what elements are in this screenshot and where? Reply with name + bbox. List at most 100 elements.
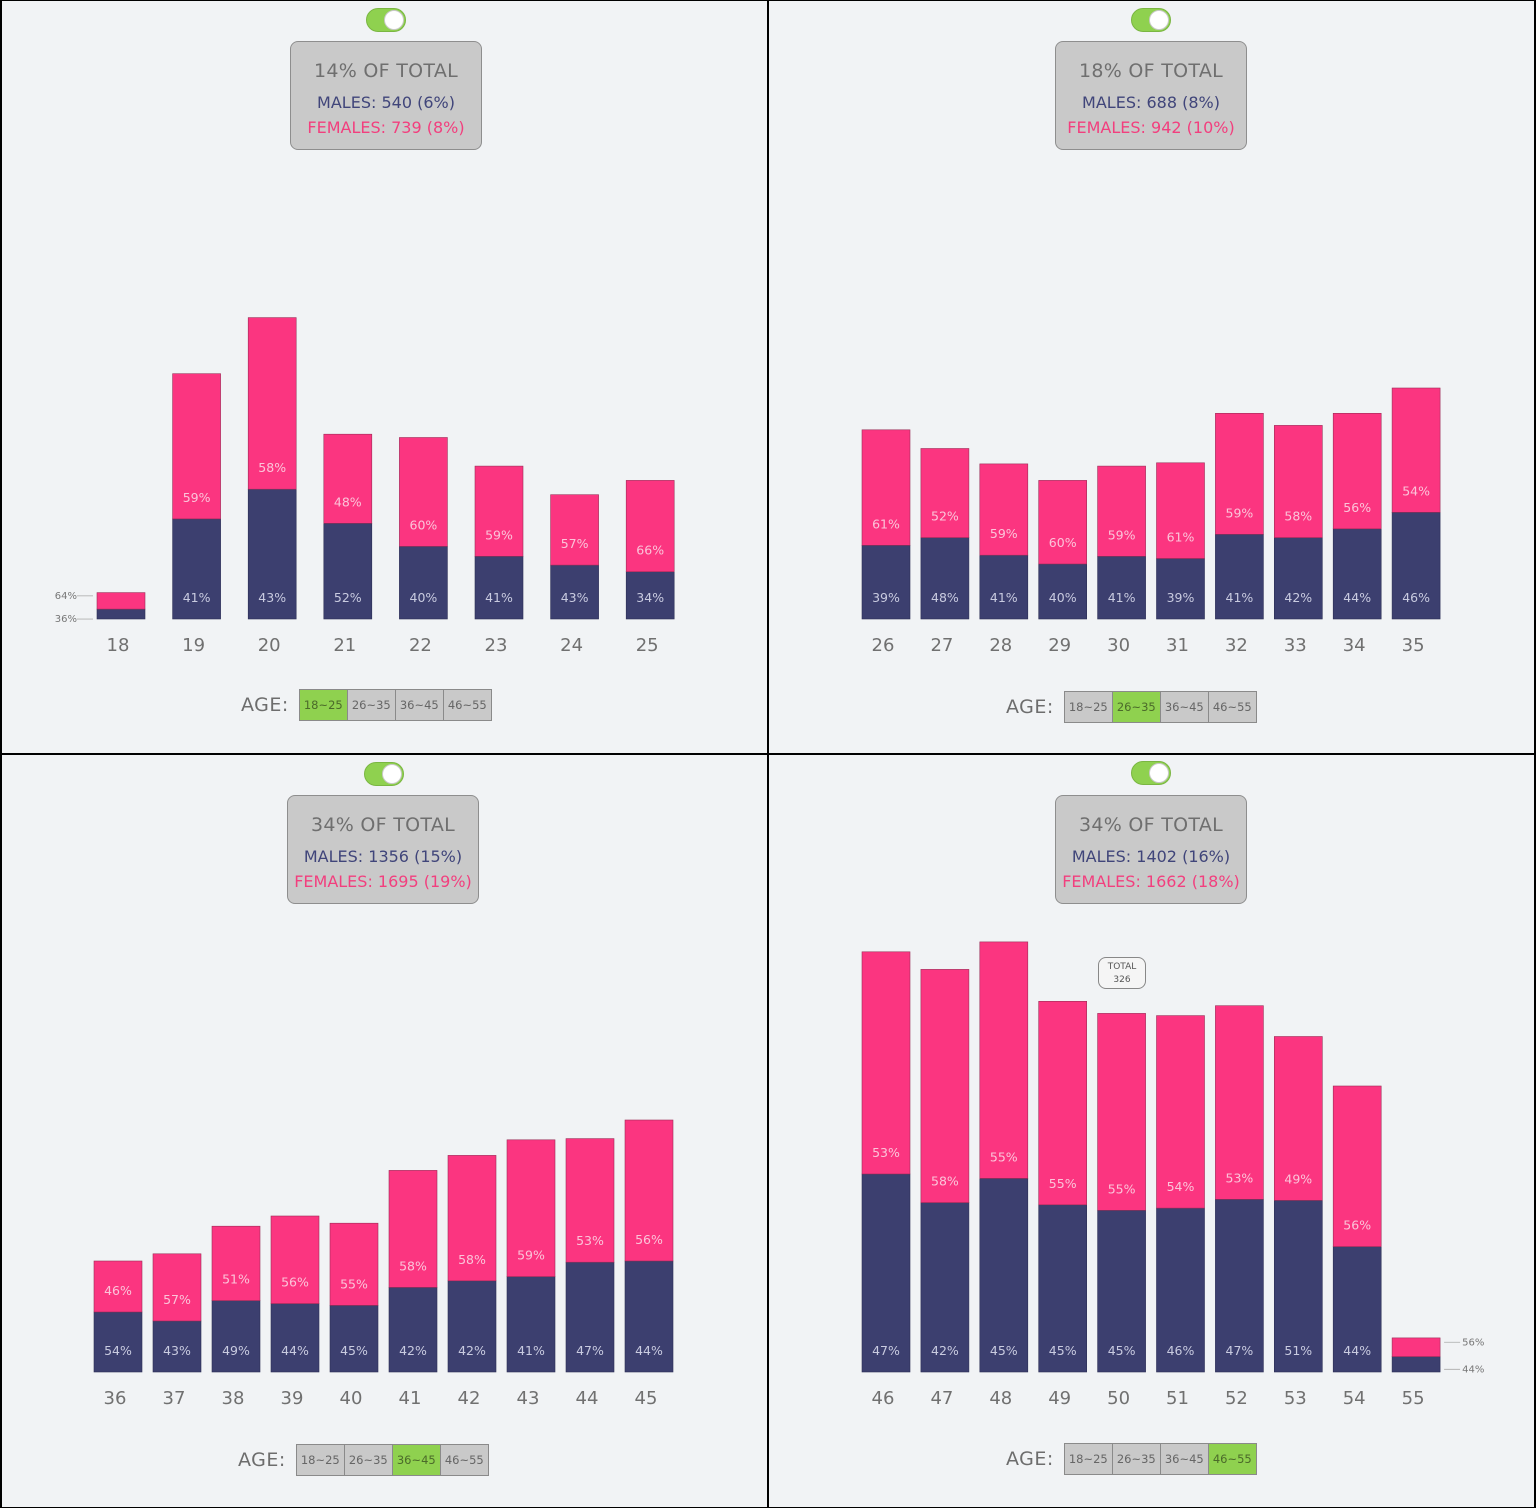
bar-male xyxy=(624,1260,674,1373)
toggle-switch[interactable] xyxy=(1131,8,1171,32)
bar-male xyxy=(152,1320,202,1373)
age-label: AGE: xyxy=(1006,1448,1054,1470)
data-label-female: 58% xyxy=(458,1252,486,1267)
bar-female xyxy=(152,1253,202,1322)
bar-female xyxy=(979,941,1029,1179)
age-option-36-45[interactable]: 36~45 xyxy=(392,1445,441,1475)
bar-female xyxy=(93,1260,143,1313)
data-label-male: 44% xyxy=(1343,590,1371,605)
bar-male xyxy=(1391,511,1441,620)
bar-male xyxy=(861,1173,911,1373)
bar-female xyxy=(565,1138,615,1263)
x-tick-label: 22 xyxy=(409,635,432,656)
age-option-18-25[interactable]: 18~25 xyxy=(1064,1444,1113,1474)
bar-male xyxy=(447,1280,497,1373)
data-label-female: 55% xyxy=(1049,1176,1077,1191)
data-label-male: 43% xyxy=(561,590,589,605)
data-label-female: 59% xyxy=(1226,505,1254,520)
bar-female xyxy=(211,1225,261,1301)
data-label-male: 41% xyxy=(1226,590,1254,605)
bar-female xyxy=(1097,1013,1146,1211)
x-tick-label: 30 xyxy=(1107,635,1130,656)
age-option-36-45[interactable]: 36~45 xyxy=(395,690,444,720)
x-tick-label: 27 xyxy=(930,635,953,656)
bar-male xyxy=(388,1287,438,1373)
data-label-male: 46% xyxy=(1167,1343,1195,1358)
data-label-female: 56% xyxy=(635,1232,663,1247)
bar-male xyxy=(625,571,675,620)
x-tick-label: 36 xyxy=(104,1388,127,1409)
x-tick-label: 45 xyxy=(635,1388,658,1409)
x-tick-label: 35 xyxy=(1402,635,1425,656)
bar-male xyxy=(565,1261,615,1373)
data-label-male: 46% xyxy=(1402,590,1430,605)
summary-females: FEMALES: 739 (8%) xyxy=(307,118,465,137)
data-label-female: 57% xyxy=(163,1292,191,1307)
toggle-switch[interactable] xyxy=(366,8,406,32)
summary-males: MALES: 688 (8%) xyxy=(1082,93,1220,112)
data-label-female: 49% xyxy=(1284,1171,1312,1186)
bar-male xyxy=(979,554,1029,620)
toggle-knob xyxy=(382,764,402,784)
data-label-male: 34% xyxy=(636,590,664,605)
bar-male xyxy=(1332,1246,1382,1373)
age-option-46-55[interactable]: 46~55 xyxy=(1208,1444,1256,1474)
data-label-male: 44% xyxy=(281,1343,309,1358)
age-option-36-45[interactable]: 36~45 xyxy=(1160,1444,1209,1474)
total-tooltip: TOTAL 326 xyxy=(1098,957,1146,989)
summary-total: 34% OF TOTAL xyxy=(310,814,456,836)
bar-female xyxy=(1273,1036,1323,1201)
data-label-female: 54% xyxy=(1167,1179,1195,1194)
age-option-26-35[interactable]: 26~35 xyxy=(347,690,396,720)
bar-female xyxy=(323,433,373,524)
age-option-18-25[interactable]: 18~25 xyxy=(296,1445,345,1475)
data-label-female: 60% xyxy=(410,517,438,532)
age-option-26-35[interactable]: 26~35 xyxy=(344,1445,393,1475)
age-selector: AGE: 18~25 26~35 36~45 46~55 xyxy=(1006,1443,1257,1475)
bar-female xyxy=(1097,465,1146,557)
toggle-switch[interactable] xyxy=(1131,761,1171,785)
bar-female xyxy=(270,1215,320,1304)
data-label-female: 54% xyxy=(1402,483,1430,498)
x-tick-label: 49 xyxy=(1048,1388,1071,1409)
age-option-46-55[interactable]: 46~55 xyxy=(443,690,491,720)
data-label-male: 40% xyxy=(1049,590,1077,605)
data-label-male: 40% xyxy=(410,590,438,605)
age-label: AGE: xyxy=(1006,696,1054,718)
toggle-switch[interactable] xyxy=(364,762,404,786)
data-label-female: 58% xyxy=(1284,509,1312,524)
age-option-46-55[interactable]: 46~55 xyxy=(1208,692,1256,722)
data-label-male: 45% xyxy=(340,1343,368,1358)
age-selector: AGE: 18~25 26~35 36~45 46~55 xyxy=(241,689,492,721)
data-label-male: 48% xyxy=(931,590,959,605)
bar-female xyxy=(1038,480,1088,565)
age-option-18-25[interactable]: 18~25 xyxy=(1064,692,1113,722)
bar-male xyxy=(329,1305,379,1373)
bar-male xyxy=(920,537,970,620)
data-label-male: 44% xyxy=(1462,1364,1484,1375)
data-label-male: 44% xyxy=(1343,1343,1371,1358)
data-label-female: 46% xyxy=(104,1283,132,1298)
bar-male xyxy=(247,488,297,620)
bar-female xyxy=(447,1155,497,1282)
data-label-male: 41% xyxy=(1108,590,1136,605)
data-label-male: 49% xyxy=(222,1343,250,1358)
age-option-36-45[interactable]: 36~45 xyxy=(1160,692,1209,722)
x-tick-label: 41 xyxy=(399,1388,422,1409)
data-label-female: 56% xyxy=(1462,1337,1484,1348)
bar-female xyxy=(1215,1005,1264,1200)
data-label-female: 56% xyxy=(281,1275,309,1290)
data-label-female: 59% xyxy=(990,526,1018,541)
age-option-26-35[interactable]: 26~35 xyxy=(1112,1444,1161,1474)
age-selector: AGE: 18~25 26~35 36~45 46~55 xyxy=(1006,691,1257,723)
data-label-male: 44% xyxy=(635,1343,663,1358)
age-option-18-25[interactable]: 18~25 xyxy=(299,690,348,720)
chart-panel: 18% OF TOTAL MALES: 688 (8%) FEMALES: 94… xyxy=(769,1,1534,753)
age-option-26-35[interactable]: 26~35 xyxy=(1112,692,1161,722)
age-option-46-55[interactable]: 46~55 xyxy=(440,1445,488,1475)
data-label-female: 59% xyxy=(1108,527,1136,542)
x-tick-label: 38 xyxy=(222,1388,245,1409)
bar-male xyxy=(270,1303,320,1373)
bar-male xyxy=(474,555,524,620)
chart-panel: 34% OF TOTAL MALES: 1402 (16%) FEMALES: … xyxy=(769,755,1534,1507)
